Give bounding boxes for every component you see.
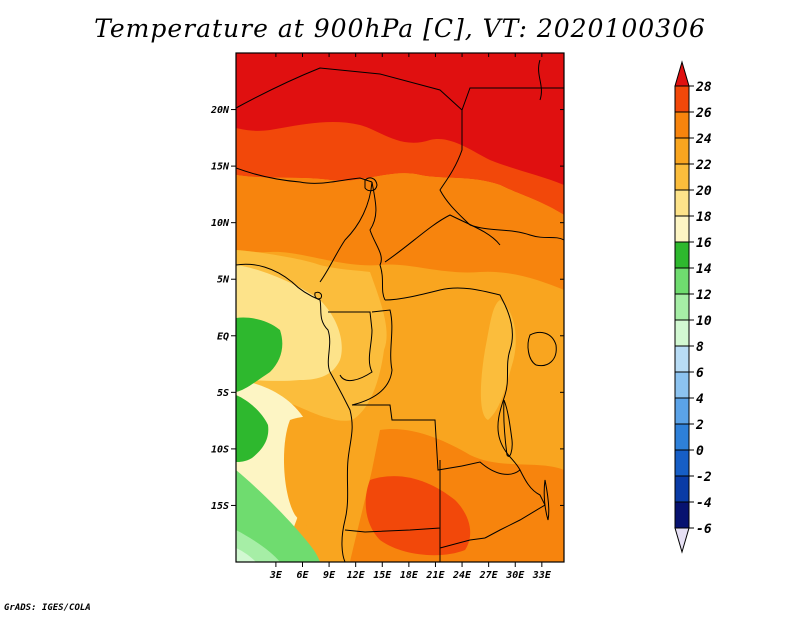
- x-tick-label: 27E: [479, 570, 499, 581]
- lake-victoria: [527, 332, 557, 367]
- lake-tanganyika: [503, 399, 513, 457]
- border-niger-algeria: [236, 67, 463, 111]
- y-tick-label: 5N: [217, 275, 230, 286]
- colorbar-segment: [674, 423, 690, 451]
- field-region-sahel: [236, 173, 564, 290]
- lake-chad: [364, 177, 378, 192]
- colorbar-label: 10: [696, 314, 712, 329]
- field-region-sahara-core: [236, 53, 564, 185]
- y-tick-label: 10N: [211, 218, 230, 229]
- y-axis-ticks: 20N 15N 10N 5N EQ 5S 10S 15S: [210, 105, 564, 512]
- border-drc-angola: [352, 404, 463, 471]
- field-region-east-highlands: [480, 300, 516, 420]
- colorbar-segment: [674, 267, 690, 295]
- field-region-atlantic-green-south: [236, 395, 269, 462]
- colorbar-label: 26: [695, 106, 712, 121]
- border-car-chad: [384, 214, 501, 263]
- field-region-southwest-light-green: [236, 470, 320, 562]
- grads-credit: GrADS: IGES/COLA: [4, 603, 91, 613]
- x-tick-label: 15E: [373, 570, 392, 581]
- x-axis-ticks: 3E 6E 9E 12E 15E 18E 21E 24E 27E 30E 33E: [269, 53, 552, 581]
- colorbar-segment: [674, 293, 690, 321]
- colorbar-label: 20: [695, 184, 712, 199]
- x-tick-label: 30E: [505, 570, 525, 581]
- map-boundaries: [236, 59, 564, 562]
- border-gabon: [328, 311, 373, 382]
- field-region-atlantic-green: [236, 317, 283, 392]
- border-namibia-botswana: [439, 528, 486, 562]
- x-tick-label: 18E: [400, 570, 419, 581]
- colorbar-segment: [674, 345, 690, 373]
- border-sudan-south: [469, 224, 564, 241]
- border-chad-libya: [461, 87, 564, 111]
- border-east-drc: [497, 304, 521, 471]
- colorbar-label: 24: [695, 132, 712, 147]
- border-car-congo: [384, 287, 506, 306]
- colorbar-label: 16: [696, 236, 712, 251]
- x-tick-label: 21E: [425, 570, 445, 581]
- colorbar-label: -2: [696, 470, 712, 485]
- border-cameroon-chad: [369, 181, 386, 301]
- colorbar-segment: [674, 449, 690, 477]
- colorbar-segment: [674, 215, 690, 243]
- colorbar-segment: [674, 85, 690, 113]
- x-tick-label: 9E: [323, 570, 336, 581]
- colorbar-segment: [674, 189, 690, 217]
- y-tick-label: 15N: [211, 162, 230, 173]
- colorbar-segment: [674, 163, 690, 191]
- temperature-field: [236, 53, 564, 562]
- coastline-west: [236, 263, 353, 562]
- x-tick-label: 12E: [347, 570, 366, 581]
- field-region-southwest-cool: [236, 530, 280, 562]
- field-region-angola: [283, 416, 375, 533]
- colorbar-label: 0: [696, 444, 704, 459]
- x-tick-label: 6E: [296, 570, 309, 581]
- colorbar-segment: [674, 137, 690, 165]
- y-tick-label: 5S: [217, 388, 229, 399]
- border-nigeria-cameroon: [319, 181, 373, 283]
- colorbar-label: -4: [696, 496, 712, 511]
- colorbar-label: 28: [695, 80, 712, 95]
- border-congo-drc: [351, 309, 393, 406]
- colorbar-segment: [674, 371, 690, 399]
- y-tick-label: 10S: [211, 444, 229, 455]
- colorbar-label: 12: [696, 288, 712, 303]
- x-tick-label: 24E: [452, 570, 472, 581]
- y-tick-label: 20N: [210, 105, 230, 116]
- field-region-kalahari-hot: [365, 476, 471, 556]
- colorbar-label: 8: [696, 340, 704, 355]
- y-tick-label: 15S: [211, 501, 229, 512]
- chart-title: Temperature at 900hPa [C], VT: 202010030…: [94, 14, 706, 43]
- colorbar-bottom-arrow: [674, 527, 690, 554]
- x-tick-label: 33E: [532, 570, 552, 581]
- colorbar-label: 2: [695, 418, 704, 433]
- bioko-island: [314, 291, 322, 300]
- colorbar-label: 22: [695, 158, 712, 173]
- colorbar-segment: [674, 475, 690, 503]
- border-nigeria-niger: [236, 167, 373, 184]
- map-frame: [235, 52, 565, 563]
- x-tick-label: 3E: [269, 570, 283, 581]
- colorbar-label: 18: [696, 210, 712, 225]
- border-zambia: [461, 461, 546, 539]
- nile-river: [538, 59, 542, 101]
- colorbar-segment: [674, 501, 690, 529]
- colorbar-segment: [674, 319, 690, 347]
- field-region-southwest-cold: [236, 548, 256, 562]
- colorbar-segment: [674, 397, 690, 425]
- y-tick-label: EQ: [217, 331, 229, 342]
- border-chad-sudan: [439, 110, 471, 226]
- colorbar-label: 4: [696, 392, 704, 407]
- lake-malawi: [543, 479, 550, 521]
- border-angola-south: [344, 460, 441, 533]
- colorbar-segment: [674, 241, 690, 269]
- colorbar-label: -6: [696, 522, 712, 537]
- colorbar-label: 6: [696, 366, 704, 381]
- colorbar-label: 14: [696, 262, 712, 277]
- colorbar-top-arrow: [674, 60, 690, 87]
- colorbar-segment: [674, 111, 690, 139]
